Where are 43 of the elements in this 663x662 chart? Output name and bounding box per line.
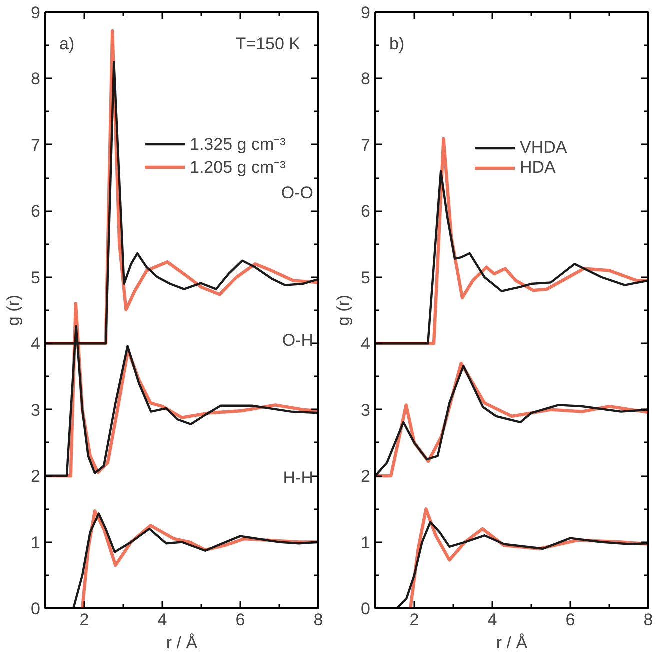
x-tick-label: 4 <box>488 610 498 630</box>
y-tick-label: 5 <box>31 268 41 288</box>
y-tick-label: 9 <box>361 4 371 22</box>
x-tick-label: 2 <box>80 610 90 630</box>
y-tick-label: 1 <box>31 533 41 552</box>
y-tick-label: 5 <box>361 268 371 288</box>
y-tick-label: 3 <box>31 400 41 420</box>
y-tick-label: 7 <box>31 136 41 155</box>
x-tick-label: 8 <box>644 610 654 630</box>
x-tick-label: 4 <box>158 610 168 630</box>
annotation: a) <box>60 34 75 54</box>
annotation: T=150 K <box>236 34 302 54</box>
y-tick-label: 3 <box>361 400 371 420</box>
annotation: b) <box>390 34 405 54</box>
legend-label: 1.325 g cm⁻³ <box>190 134 286 155</box>
y-axis-title: g (r) <box>334 294 354 326</box>
x-axis-title: r / Å <box>496 634 528 652</box>
y-tick-label: 4 <box>361 334 371 354</box>
annotation: O-O <box>281 183 314 202</box>
annotation: H-H <box>283 468 314 488</box>
y-tick-label: 6 <box>31 202 41 222</box>
annotation: O-H <box>282 330 314 350</box>
y-tick-label: 1 <box>361 533 371 552</box>
y-tick-label: 0 <box>361 600 371 618</box>
x-tick-label: 6 <box>566 610 576 630</box>
y-tick-label: 6 <box>361 202 371 222</box>
legend-label: VHDA <box>520 138 568 158</box>
legend-label: 1.205 g cm⁻³ <box>190 157 286 178</box>
y-tick-label: 4 <box>31 334 41 354</box>
line-series <box>396 521 648 608</box>
y-tick-label: 9 <box>31 4 41 22</box>
x-tick-label: 6 <box>236 610 246 630</box>
x-axis-title: r / Å <box>166 634 198 652</box>
legend-label: HDA <box>520 158 556 178</box>
x-tick-label: 8 <box>314 610 324 630</box>
y-tick-label: 8 <box>31 70 41 89</box>
y-tick-label: 8 <box>361 70 371 89</box>
y-tick-label: 2 <box>361 467 371 486</box>
y-axis-title: g (r) <box>4 294 24 326</box>
y-tick-label: 0 <box>31 600 41 618</box>
y-tick-label: 7 <box>361 136 371 155</box>
x-tick-label: 2 <box>410 610 420 630</box>
y-tick-label: 2 <box>31 467 41 486</box>
